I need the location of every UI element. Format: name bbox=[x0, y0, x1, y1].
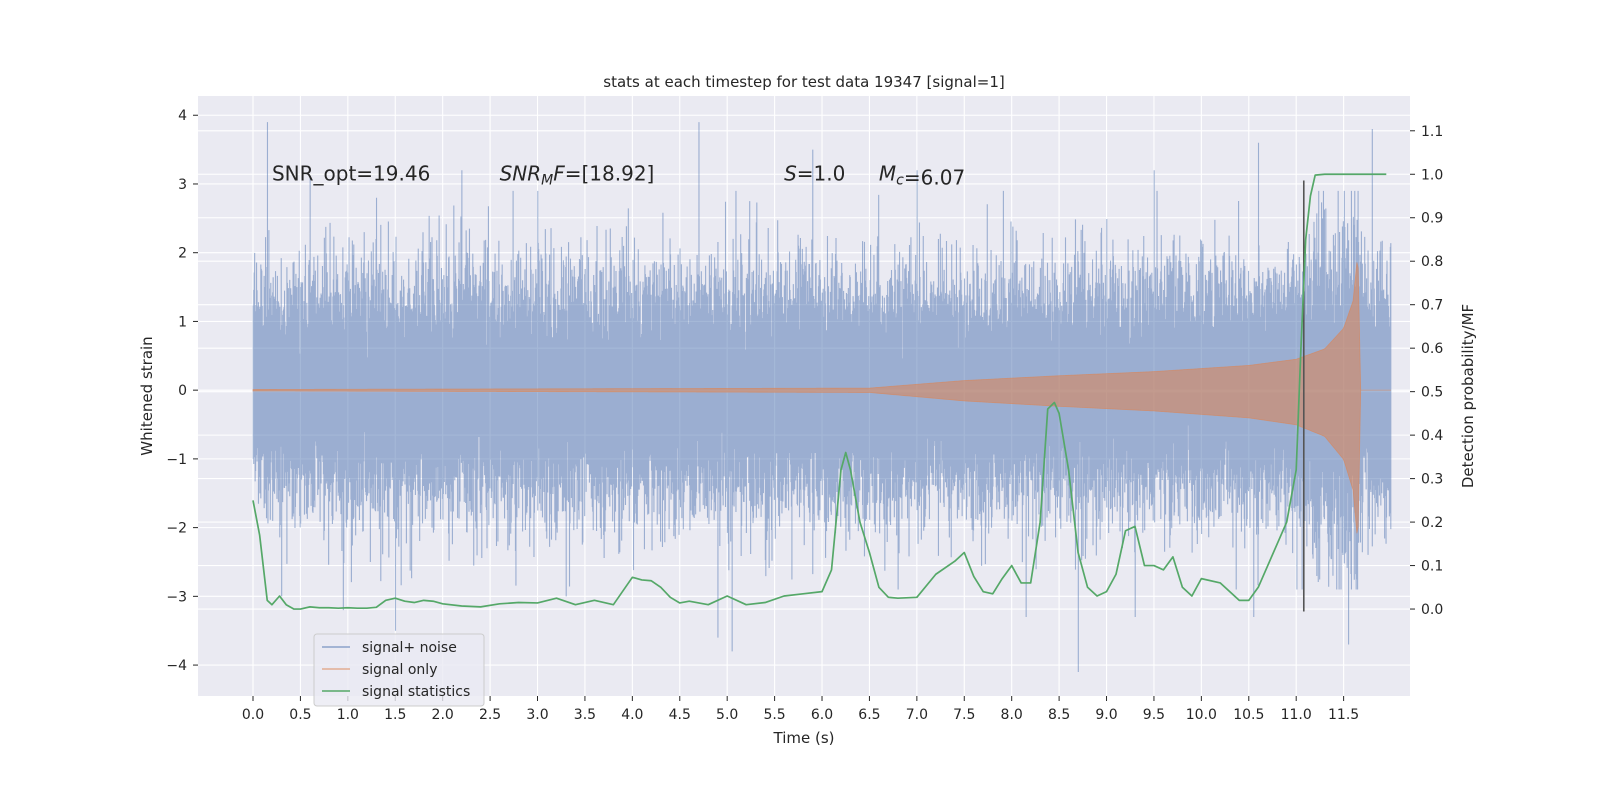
x-tick-label: 6.0 bbox=[811, 707, 833, 723]
legend-label-signal-only: signal only bbox=[362, 662, 437, 678]
x-tick-label: 8.0 bbox=[1001, 707, 1023, 723]
x-tick-label: 0.5 bbox=[289, 707, 311, 723]
y2-tick-label: 0.7 bbox=[1421, 298, 1443, 314]
x-tick-label: 7.0 bbox=[906, 707, 928, 723]
x-tick-label: 7.5 bbox=[953, 707, 975, 723]
y-tick-label: 1 bbox=[178, 314, 187, 330]
legend-label-signal-noise: signal+ noise bbox=[362, 640, 457, 656]
x-tick-label: 10.0 bbox=[1186, 707, 1217, 723]
y2-tick-label: 1.0 bbox=[1421, 167, 1443, 183]
x-tick-label: 4.5 bbox=[669, 707, 691, 723]
axis-ticks: 0.0 0.5 1.0 1.5 2.0 2.5 3.0 3.5 4.0 4.5 5.0 5.5 6.0 6… bbox=[166, 108, 1443, 723]
x-tick-label: 0.0 bbox=[242, 707, 264, 723]
y2-tick-label: 0.8 bbox=[1421, 254, 1443, 270]
y2-tick-label: 0.2 bbox=[1421, 515, 1443, 531]
series-signal-only bbox=[252, 262, 1392, 534]
annotation-0: SNR_opt=19.46 bbox=[272, 162, 430, 186]
y2-axis-label: Detection probability/MF bbox=[1459, 304, 1477, 488]
x-tick-label: 3.0 bbox=[526, 707, 548, 723]
y-tick-label: −2 bbox=[166, 521, 187, 537]
chart-title: stats at each timestep for test data 193… bbox=[603, 73, 1004, 91]
x-tick-label: 1.0 bbox=[337, 707, 359, 723]
x-tick-label: 4.0 bbox=[621, 707, 643, 723]
y2-tick-label: 0.3 bbox=[1421, 472, 1443, 488]
x-tick-label: 1.5 bbox=[384, 707, 406, 723]
legend-box bbox=[313, 633, 485, 707]
annotation-3: Mc=6.07 bbox=[879, 162, 965, 190]
y-tick-label: 2 bbox=[178, 246, 187, 262]
x-tick-label: 2.5 bbox=[479, 707, 501, 723]
legend: signal+ noise signal only signal statist… bbox=[313, 633, 485, 707]
legend-label-signal-statistics: signal statistics bbox=[362, 684, 470, 700]
y2-tick-label: 0.9 bbox=[1421, 211, 1443, 227]
annotations: SNR_opt=19.46 SNRMF=[18.92] S=1.0 Mc=6.07 bbox=[272, 162, 965, 190]
x-tick-label: 11.5 bbox=[1328, 707, 1359, 723]
y-tick-label: −3 bbox=[166, 589, 187, 605]
x-tick-label: 5.5 bbox=[763, 707, 785, 723]
x-tick-label: 10.5 bbox=[1233, 707, 1264, 723]
y-tick-label: 3 bbox=[178, 177, 187, 193]
plot-data bbox=[252, 122, 1392, 672]
annotation-2: S=1.0 bbox=[784, 162, 845, 186]
y2-tick-label: 0.5 bbox=[1421, 385, 1443, 401]
annotation-1: SNRMF=[18.92] bbox=[500, 162, 655, 189]
series-signal-statistics bbox=[252, 173, 1387, 610]
y2-tick-label: 0.4 bbox=[1421, 428, 1443, 444]
x-tick-label: 2.0 bbox=[432, 707, 454, 723]
y2-tick-label: 0.1 bbox=[1421, 559, 1443, 575]
y-tick-label: 0 bbox=[178, 383, 187, 399]
y2-tick-label: 1.1 bbox=[1421, 124, 1443, 140]
x-tick-label: 6.5 bbox=[858, 707, 880, 723]
y-tick-label: −4 bbox=[166, 658, 187, 674]
x-tick-label: 8.5 bbox=[1048, 707, 1070, 723]
x-tick-label: 9.0 bbox=[1095, 707, 1117, 723]
x-tick-label: 9.5 bbox=[1143, 707, 1165, 723]
x-tick-label: 3.5 bbox=[574, 707, 596, 723]
y-tick-label: −1 bbox=[166, 452, 187, 468]
y-axis-label: Whitened strain bbox=[138, 336, 156, 455]
x-tick-label: 5.0 bbox=[716, 707, 738, 723]
y-tick-label: 4 bbox=[178, 108, 187, 124]
y2-tick-label: 0.0 bbox=[1421, 602, 1443, 618]
x-axis-label: Time (s) bbox=[773, 729, 835, 747]
y2-tick-label: 0.6 bbox=[1421, 341, 1443, 357]
x-tick-label: 11.0 bbox=[1281, 707, 1312, 723]
